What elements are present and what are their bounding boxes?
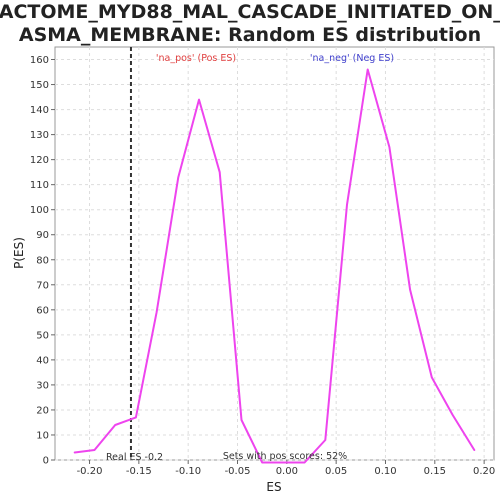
x-tick-label: 0.20 [473, 466, 495, 477]
na-pos-label: 'na_pos' (Pos ES) [156, 53, 236, 64]
x-tick-label: 0.10 [374, 466, 396, 477]
grid-lines [55, 47, 494, 461]
x-axis-label: ES [266, 480, 281, 494]
y-tick-label: 160 [30, 55, 49, 66]
y-tick-label: 50 [36, 330, 49, 341]
y-tick-label: 20 [36, 405, 49, 416]
x-tick-label: 0.00 [276, 466, 298, 477]
x-tick-label: -0.15 [126, 466, 152, 477]
y-tick-label: 150 [30, 80, 49, 91]
y-tick-label: 10 [36, 430, 49, 441]
x-tick-label: -0.05 [225, 466, 251, 477]
real-es-label: Real ES -0.2 [106, 452, 163, 463]
pos-scores-label: Sets with pos scores: 52% [223, 451, 347, 462]
y-tick-label: 120 [30, 155, 49, 166]
x-tick-label: 0.05 [325, 466, 347, 477]
y-tick-label: 40 [36, 355, 49, 366]
es-distribution-line [73, 68, 476, 464]
chart-title-line-2: ASMA_MEMBRANE: Random ES distribution [19, 24, 481, 46]
x-tick-label: 0.15 [424, 466, 446, 477]
y-tick-label: 30 [36, 380, 49, 391]
x-tick-label: -0.20 [77, 466, 103, 477]
y-tick-label: 60 [36, 305, 49, 316]
y-tick-label: 110 [30, 180, 49, 191]
na-neg-label: 'na_neg' (Neg ES) [310, 53, 394, 64]
chart-title-line-1: REACTOME_MYD88_MAL_CASCADE_INITIATED_ON_… [0, 1, 500, 23]
y-tick-label: 0 [43, 456, 49, 467]
x-tick-label: -0.10 [175, 466, 201, 477]
y-tick-label: 90 [36, 230, 49, 241]
y-axis-label: P(ES) [12, 237, 26, 269]
axes: 0 10 20 30 40 50 60 70 80 90 100 110 120 130 140 150 160… [30, 55, 495, 477]
plot-area [54, 46, 495, 461]
y-tick-label: 100 [30, 205, 49, 216]
series-layer [73, 68, 476, 464]
y-tick-label: 140 [30, 105, 49, 116]
y-tick-label: 130 [30, 130, 49, 141]
y-tick-label: 70 [36, 280, 49, 291]
y-tick-label: 80 [36, 255, 49, 266]
